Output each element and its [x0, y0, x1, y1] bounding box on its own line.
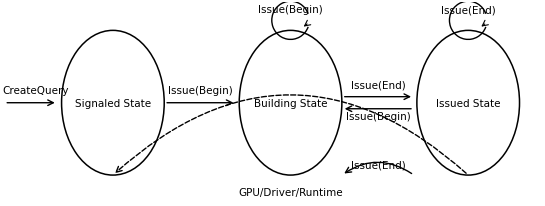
Text: Signaled State: Signaled State [75, 98, 151, 108]
Text: Issue(Begin): Issue(Begin) [168, 85, 233, 95]
Text: CreateQuery: CreateQuery [2, 85, 69, 95]
Text: Issue(End): Issue(End) [350, 159, 405, 169]
Text: Issue(End): Issue(End) [350, 80, 405, 90]
Text: GPU/Driver/Runtime: GPU/Driver/Runtime [238, 187, 343, 197]
Text: Issue(End): Issue(End) [441, 5, 495, 15]
Text: Issued State: Issued State [436, 98, 500, 108]
Text: Issue(Begin): Issue(Begin) [346, 111, 410, 121]
Text: Building State: Building State [254, 98, 328, 108]
Text: Issue(Begin): Issue(Begin) [258, 5, 323, 15]
FancyArrowPatch shape [116, 95, 466, 173]
